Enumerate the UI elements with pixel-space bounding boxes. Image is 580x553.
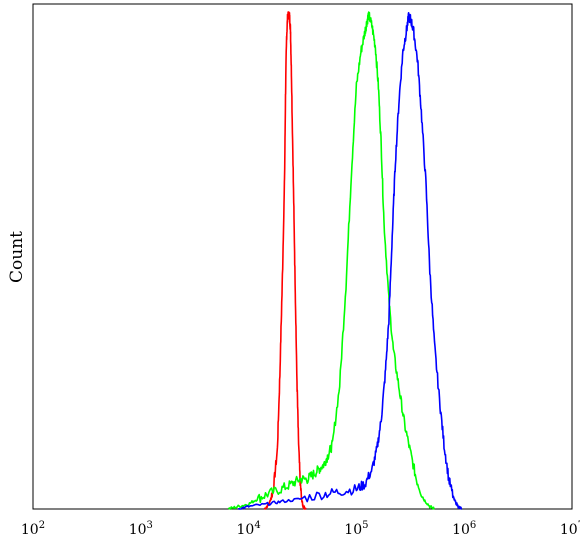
histogram-series-2 xyxy=(227,11,435,510)
series-layer xyxy=(227,11,463,510)
x-tick-label-4: 105 xyxy=(344,520,368,538)
x-axis-ticks: 102 103 104 105 106 107 xyxy=(21,520,580,538)
x-tick-label-6: 107 xyxy=(560,520,580,538)
x-tick-label-1: 102 xyxy=(21,520,45,538)
histogram-series-1 xyxy=(263,11,307,510)
y-axis-label: Count xyxy=(7,231,27,283)
x-tick-label-5: 106 xyxy=(452,520,476,538)
x-tick-label-2: 103 xyxy=(129,520,153,538)
plot-area-frame xyxy=(32,3,573,510)
histogram-series-3 xyxy=(238,12,463,510)
x-tick-label-3: 104 xyxy=(236,520,260,538)
